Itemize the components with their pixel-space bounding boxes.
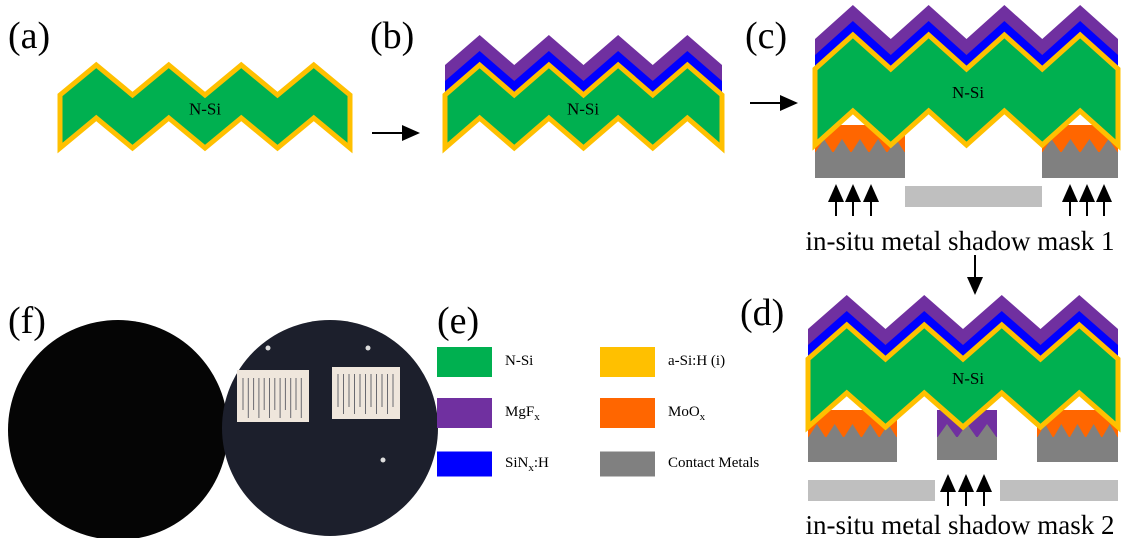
legend-sub: x <box>534 411 540 423</box>
layer-label: N-Si <box>567 99 599 118</box>
legend-sub: x <box>700 411 706 423</box>
layer-label: N-Si <box>952 369 984 388</box>
legend-label: MoOx <box>668 404 706 422</box>
legend-text: :H <box>534 455 549 471</box>
legend-swatch <box>600 452 655 477</box>
legend-text: a-Si:H (i) <box>668 353 725 369</box>
shadow-mask <box>808 480 935 501</box>
contact-metal <box>1042 152 1118 178</box>
layer-label: N-Si <box>189 99 221 118</box>
legend-label: a-Si:H (i) <box>668 353 725 369</box>
legend-label: SiNx:H <box>505 455 549 473</box>
shadow-mask <box>1000 480 1118 501</box>
contact-metal <box>1037 437 1118 462</box>
panel-label: (b) <box>370 15 414 57</box>
wafer-photo <box>8 320 438 540</box>
layer-label: N-Si <box>952 83 984 102</box>
panel-label: (c) <box>745 15 787 57</box>
legend-swatch <box>437 398 492 428</box>
legend-swatch <box>437 452 492 477</box>
mask-caption: in-situ metal shadow mask 2 <box>806 510 1115 540</box>
legend-text: SiN <box>505 455 529 471</box>
legend-text: Contact Metals <box>668 455 759 471</box>
legend-swatch <box>600 398 655 428</box>
legend-text: N-Si <box>505 353 533 369</box>
legend-label: Contact Metals <box>668 455 759 471</box>
legend-text: MoO <box>668 404 700 420</box>
panel-label: (e) <box>437 300 479 342</box>
mask-caption: in-situ metal shadow mask 1 <box>806 226 1115 256</box>
contact-metal <box>808 437 897 462</box>
panel-label: (f) <box>8 300 46 342</box>
panel-label: (a) <box>8 15 50 57</box>
legend-swatch <box>437 347 492 377</box>
shadow-mask <box>905 186 1042 207</box>
figure: N-Si N-Si N-Si N-Si (a) (b) (c) (d) (e) (f)… <box>0 0 1142 542</box>
panel-label: (d) <box>740 292 784 334</box>
contact-metal <box>937 437 997 460</box>
legend-text: MgF <box>505 404 534 420</box>
legend-swatch <box>600 347 655 377</box>
legend-label: MgFx <box>505 404 540 422</box>
legend-label: N-Si <box>505 353 533 369</box>
contact-metal <box>815 152 905 178</box>
